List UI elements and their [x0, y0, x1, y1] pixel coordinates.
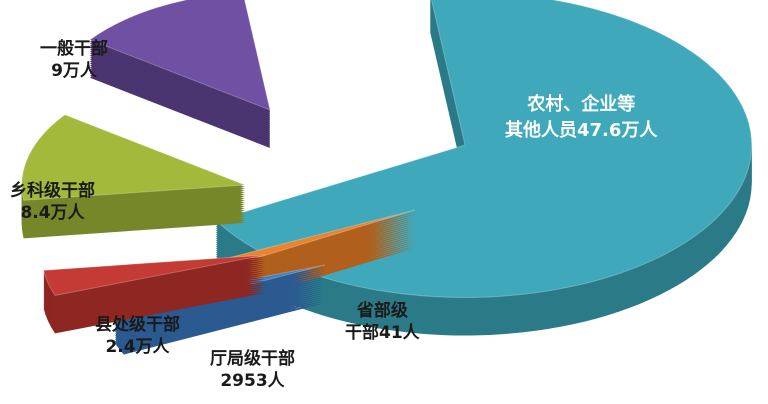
slice-side: [43, 289, 266, 330]
slice-side: [213, 214, 415, 273]
slice-side: [213, 212, 415, 271]
slice-side: [115, 287, 325, 339]
slice-side: [115, 293, 325, 345]
slice-side: [43, 271, 266, 312]
slice-side: [115, 291, 325, 343]
slice-side: [43, 259, 266, 300]
label-rural-enterprise: 农村、企业等 其他人员47.6万人: [505, 92, 657, 144]
slice-side: [115, 283, 325, 335]
label-general: 一般干部 9万人: [40, 38, 108, 82]
slice-side: [115, 301, 325, 353]
slice-side: [43, 281, 266, 322]
label-line: 干部41人: [345, 323, 420, 343]
slice-4: [42, 254, 266, 334]
slice-side: [213, 216, 415, 275]
slice-side: [43, 261, 266, 302]
slice-top: [88, 0, 271, 111]
label-provincial: 省部级 干部41人: [345, 300, 420, 344]
slice-side: [43, 269, 266, 310]
label-line: 农村、企业等: [527, 94, 636, 115]
slice-side: [213, 230, 415, 289]
slice-side: [43, 287, 266, 328]
label-line: 2.4万人: [105, 337, 170, 357]
label-line: 厅局级干部: [210, 349, 295, 369]
slice-side: [115, 297, 325, 349]
slice-top: [42, 254, 266, 296]
label-line: 9万人: [51, 61, 97, 81]
label-line: 其他人员47.6万人: [505, 120, 658, 141]
label-line: 县处级干部: [95, 315, 180, 335]
slice-side: [43, 265, 266, 306]
slice-side: [43, 293, 266, 334]
slice-6: [88, 0, 271, 148]
slice-side: [115, 285, 325, 337]
slice-side: [115, 277, 325, 329]
slice-side: [115, 303, 325, 355]
slice-side: [115, 289, 325, 341]
slice-side: [43, 273, 266, 314]
slice-side: [213, 222, 415, 281]
slice-side: [43, 279, 266, 320]
slice-top: [214, 0, 753, 298]
slice-side: [43, 277, 266, 318]
slice-side: [43, 291, 266, 332]
slice-side: [115, 295, 325, 347]
slice-side: [115, 281, 325, 333]
slice-side: [43, 257, 266, 298]
slice-side: [213, 218, 415, 277]
slice-side: [43, 285, 266, 326]
slice-side: [213, 232, 415, 291]
slice-side: [43, 267, 266, 308]
slice-5: [21, 114, 246, 239]
slice-side: [43, 275, 266, 316]
slice-side: [115, 299, 325, 351]
slice-side: [213, 226, 415, 285]
label-line: 乡科级干部: [10, 181, 95, 201]
slice-side: [213, 228, 415, 287]
label-line: 2953人: [220, 371, 285, 391]
label-line: 8.4万人: [20, 203, 85, 223]
label-line: 一般干部: [40, 39, 108, 59]
label-county: 县处级干部 2.4万人: [95, 314, 180, 358]
slice-side: [213, 224, 415, 283]
label-line: 省部级: [356, 301, 408, 321]
label-township: 乡科级干部 8.4万人: [10, 180, 95, 224]
slice-side: [43, 263, 266, 304]
slice-side: [213, 220, 415, 279]
slice-side: [43, 283, 266, 324]
label-bureau: 厅局级干部 2953人: [210, 348, 295, 392]
slice-top: [21, 114, 246, 201]
slice-side: [115, 279, 325, 331]
slice-1: [214, 0, 753, 336]
